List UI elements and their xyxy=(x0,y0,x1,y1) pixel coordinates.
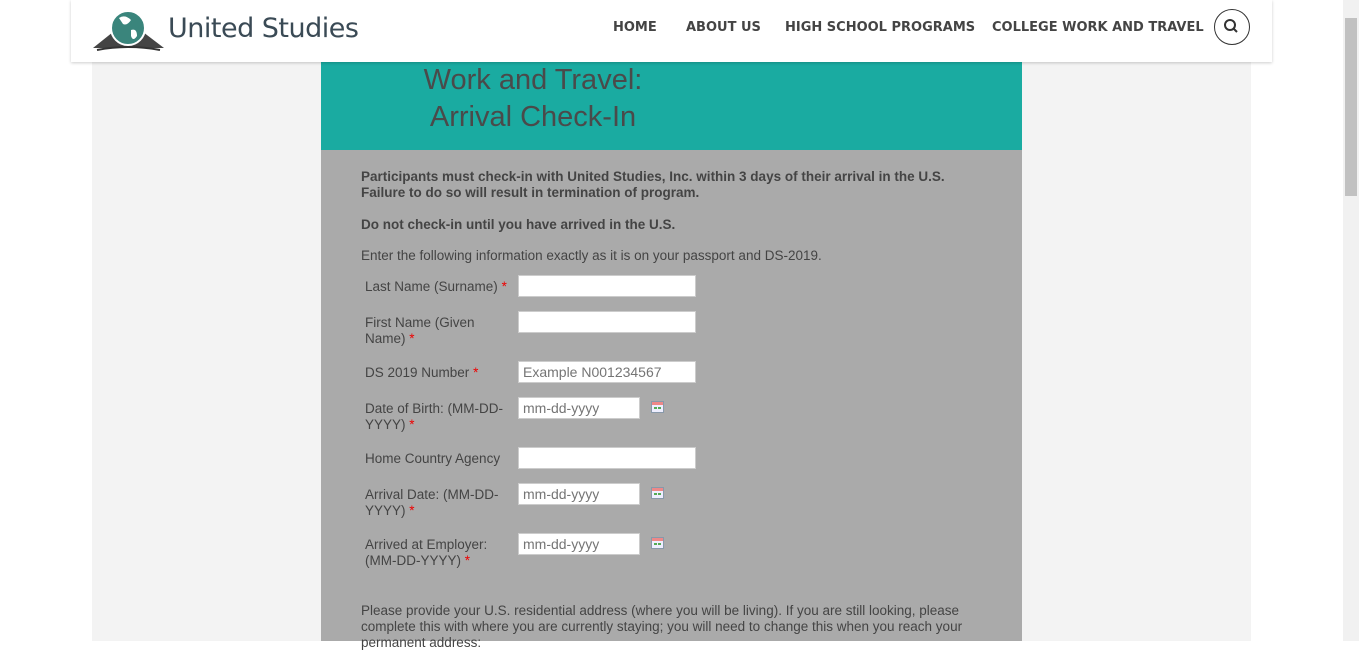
form-header: Work and Travel: Arrival Check-In xyxy=(321,62,1022,150)
nav-college-work-and-travel[interactable]: COLLEGE WORK AND TRAVEL xyxy=(992,20,1204,35)
first-name-label: First Name (Given Name) * xyxy=(365,315,475,346)
dob-label: Date of Birth: (MM-DD-YYYY) * xyxy=(365,401,504,432)
last-name-label: Last Name (Surname) * xyxy=(365,279,507,294)
ds2019-label: DS 2019 Number * xyxy=(365,365,479,380)
notice-no-checkin: Do not check-in until you have arrived i… xyxy=(361,217,676,232)
instructions: Enter the following information exactly … xyxy=(361,248,822,263)
search-icon xyxy=(1224,19,1238,33)
arrival-checkin-form: Work and Travel: Arrival Check-In Partic… xyxy=(321,62,1022,650)
scrollbar-thumb[interactable] xyxy=(1345,18,1357,196)
globe-book-logo[interactable] xyxy=(91,8,166,53)
nav-about-us[interactable]: ABOUT US xyxy=(686,20,761,35)
arrival-date-label: Arrival Date: (MM-DD-YYYY) * xyxy=(365,487,499,518)
first-name-input[interactable] xyxy=(518,311,696,333)
notice-text: Participants must check-in with United S… xyxy=(361,169,945,201)
arrived-employer-label: Arrived at Employer: (MM-DD-YYYY) * xyxy=(365,537,488,568)
nav-high-school-programs[interactable]: HIGH SCHOOL PROGRAMS xyxy=(785,20,976,35)
search-button[interactable] xyxy=(1214,9,1250,45)
form-title: Work and Travel: Arrival Check-In xyxy=(413,62,653,136)
title-line-1: Work and Travel: xyxy=(423,64,643,96)
nav-home[interactable]: HOME xyxy=(613,20,657,35)
arrived-employer-input[interactable] xyxy=(518,533,640,555)
ds2019-input[interactable] xyxy=(518,361,696,383)
title-line-2: Arrival Check-In xyxy=(429,101,637,133)
dob-input[interactable] xyxy=(518,397,640,419)
home-agency-input[interactable] xyxy=(518,447,696,469)
notice-line-1: Participants must check-in with United S… xyxy=(361,169,945,184)
calendar-icon[interactable] xyxy=(651,487,664,499)
last-name-input[interactable] xyxy=(518,275,696,297)
arrival-date-input[interactable] xyxy=(518,483,640,505)
home-agency-label: Home Country Agency xyxy=(365,451,501,466)
scrollbar[interactable] xyxy=(1343,0,1359,641)
calendar-icon[interactable] xyxy=(651,401,664,413)
notice-line-2: Failure to do so will result in terminat… xyxy=(361,185,700,200)
calendar-icon[interactable] xyxy=(651,537,664,549)
brand-name[interactable]: United Studies xyxy=(168,13,359,44)
site-header: United Studies HOME ABOUT US HIGH SCHOOL… xyxy=(71,0,1272,62)
address-instructions: Please provide your U.S. residential add… xyxy=(361,603,963,650)
